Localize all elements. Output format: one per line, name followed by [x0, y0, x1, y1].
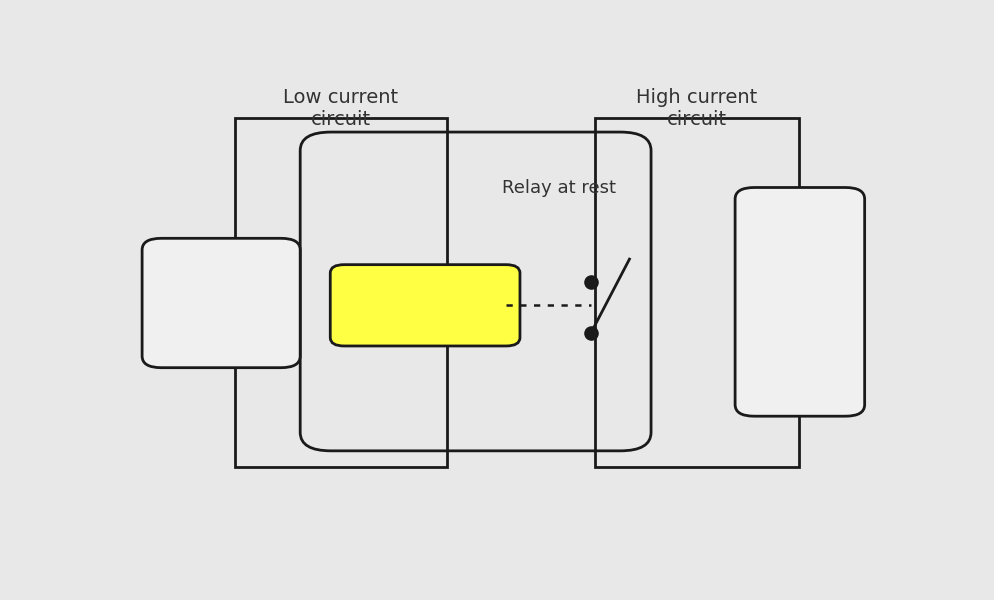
- Text: Low current
circuit: Low current circuit: [283, 88, 398, 129]
- Bar: [235, 118, 446, 467]
- FancyBboxPatch shape: [142, 238, 300, 368]
- Text: Electromagnet: Electromagnet: [359, 296, 491, 314]
- Point: [582, 277, 598, 287]
- Point: [582, 328, 598, 338]
- FancyBboxPatch shape: [330, 265, 520, 346]
- Text: Relay at rest: Relay at rest: [502, 179, 615, 197]
- Text: High current
circuit: High current circuit: [636, 88, 756, 129]
- Text: Boiler: Boiler: [773, 293, 825, 311]
- Bar: [594, 118, 798, 467]
- Text: Thermostat: Thermostat: [169, 294, 272, 312]
- FancyBboxPatch shape: [735, 187, 864, 416]
